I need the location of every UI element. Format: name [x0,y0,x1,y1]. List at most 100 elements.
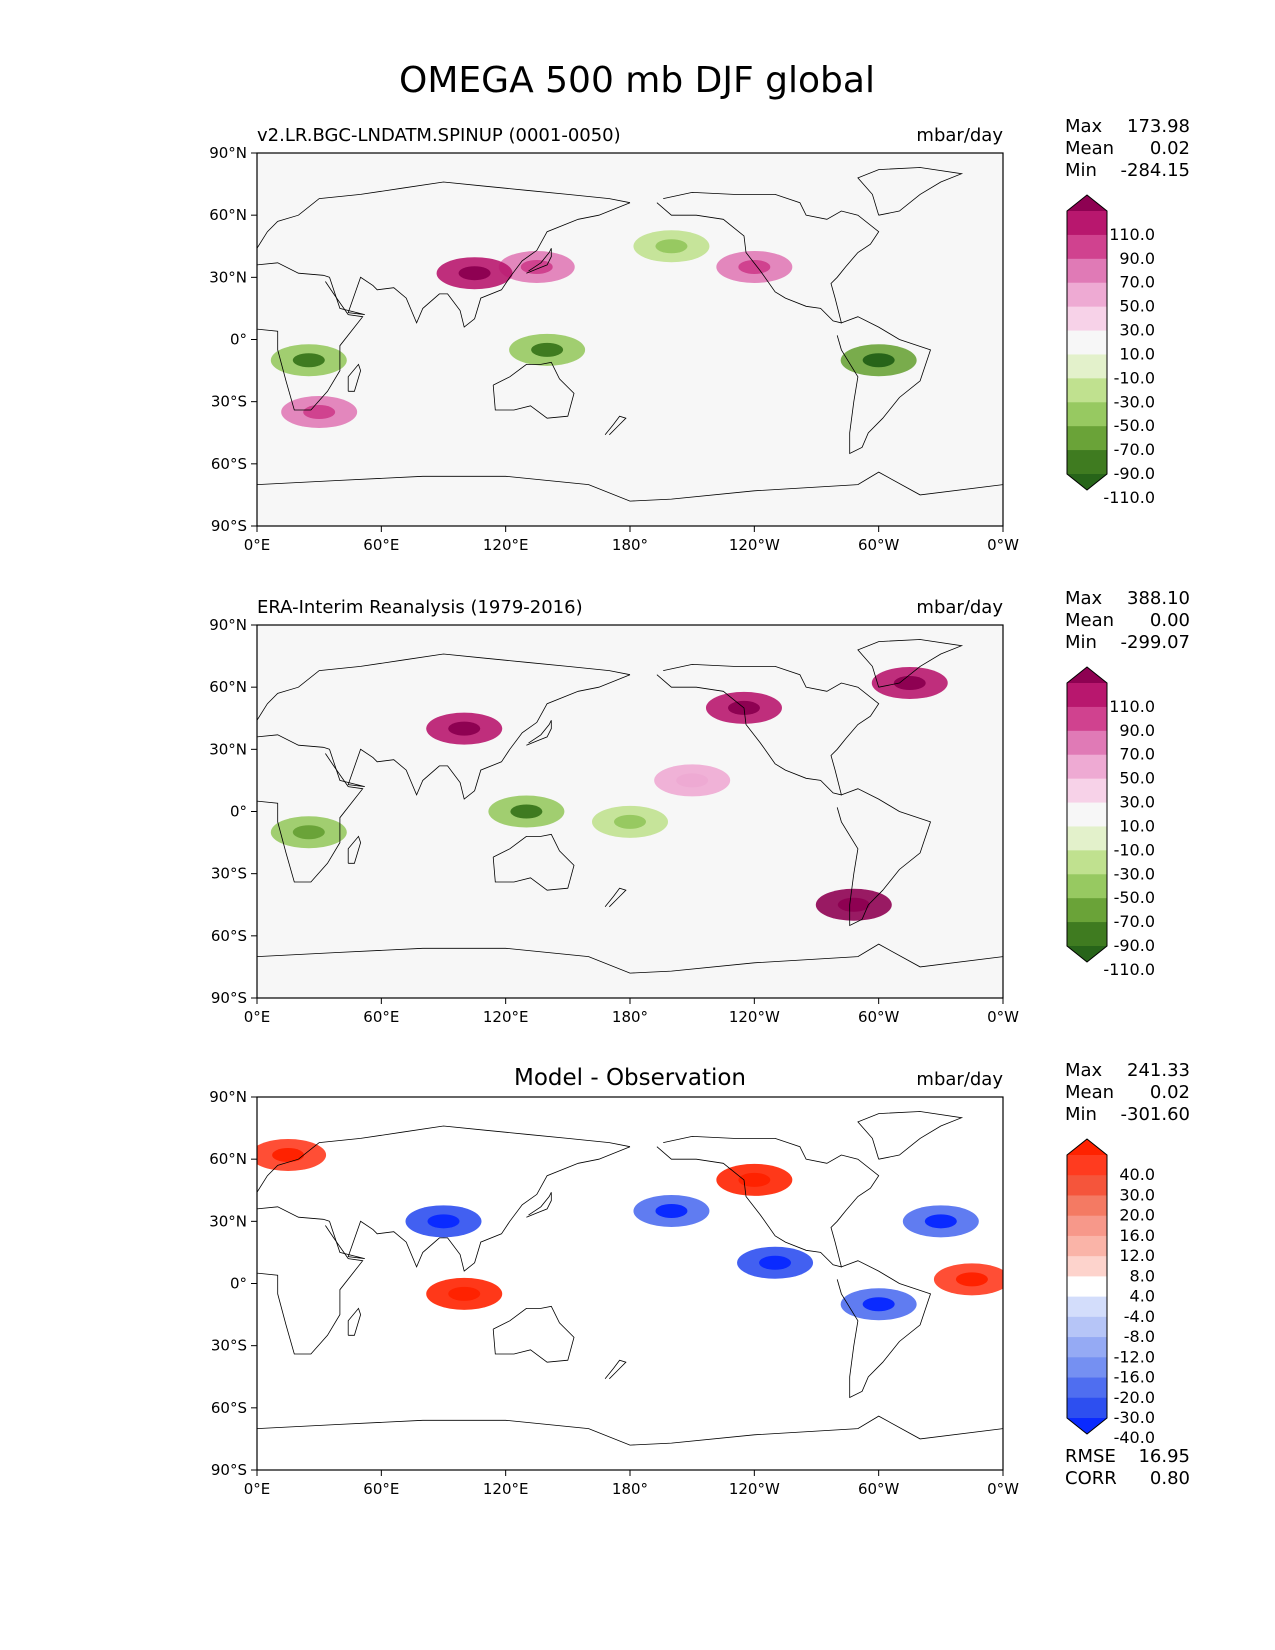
stat-value: 388.10 [1127,588,1190,609]
stat-value: 16.95 [1138,1446,1190,1467]
map-background [257,153,1003,526]
field-feature-core [759,1255,792,1270]
x-tick-label: 120°E [483,1480,529,1498]
colorbar-bin [1067,826,1107,851]
coastline [656,191,880,324]
stat-value: 0.02 [1150,138,1190,159]
y-tick-label: 90°N [209,144,247,162]
colorbar-label: 30.0 [1119,793,1155,812]
colorbar-bin [1067,330,1107,355]
stat-value: -284.15 [1121,160,1190,181]
x-tick-label: 60°E [363,1480,399,1498]
x-tick-label: 180° [612,1008,648,1026]
panel-model: 0°E 60°E 120°E 180° 120°W 60°W 0°W 90°N 60°N 30°N… [209,116,1190,554]
colorbar-bin [1067,1296,1107,1318]
colorbar-bin [1067,1215,1107,1237]
x-tick-label: 0°W [987,1480,1019,1498]
x-tick-label: 120°W [729,536,780,554]
colorbar-extend-max [1067,195,1107,211]
panels: 0°E 60°E 120°E 180° 120°W 60°W 0°W 90°N 60°N 30°N… [209,116,1190,1498]
y-tick-label: 30°S [211,393,247,411]
x-tick-label: 0°E [244,1480,271,1498]
colorbar-label: -4.0 [1124,1307,1155,1326]
colorbar-bin [1067,898,1107,923]
colorbar-bin [1067,426,1107,451]
y-tick-label: 0° [230,803,247,821]
y-tick-label: 60°S [211,455,247,473]
colorbar-bin [1067,1276,1107,1298]
stat-label: Mean [1065,610,1114,631]
stat-label: Max [1065,116,1103,137]
colorbar-extend-min [1067,474,1107,490]
colorbar-bin [1067,1195,1107,1217]
colorbar-bin [1067,402,1107,427]
field-feature-core [893,676,926,691]
field-feature-core [303,405,336,420]
stat-value: 0.00 [1150,610,1190,631]
stat-value: 0.02 [1150,1082,1190,1103]
coastline [492,1305,575,1363]
coastline [257,1125,631,1193]
panel-units: mbar/day [916,125,1003,146]
field-feature-core [738,1172,771,1187]
coastline [857,639,964,688]
colorbar-bin [1067,778,1107,804]
colorbar-label: 50.0 [1119,297,1155,316]
colorbar-outline [1066,194,1108,491]
field-feature-core [448,1286,481,1301]
colorbar-bin [1067,1256,1107,1277]
y-tick-label: 0° [230,331,247,349]
stat-label: RMSE [1065,1446,1116,1467]
colorbar: 110.0 90.0 70.0 50.0 30.0 10.0 -10.0 -30.0 -50.0… [1066,194,1155,507]
colorbar-label: 30.0 [1119,321,1155,340]
y-tick-label: 30°S [211,1337,247,1355]
colorbar-label: -50.0 [1114,416,1155,435]
coastline [257,262,364,411]
colorbar-extend-max [1067,1139,1107,1155]
field-feature-core [531,342,564,357]
coastline [329,202,631,328]
colorbar-label: 90.0 [1119,249,1155,268]
colorbar-bin [1067,754,1107,780]
colorbar: 110.0 90.0 70.0 50.0 30.0 10.0 -10.0 -30.0 -50.0… [1066,666,1155,979]
x-tick-label: 120°E [483,1008,529,1026]
stat-label: Max [1065,1060,1103,1081]
colorbar-label: 16.0 [1119,1226,1155,1245]
field-feature-core [292,825,325,840]
colorbar-label: -30.0 [1114,392,1155,411]
field-feature-core [862,353,895,368]
colorbar-label: -30.0 [1114,864,1155,883]
panel-center-title: Model - Observation [514,1065,746,1091]
colorbar-bin [1067,1357,1107,1379]
coastline [836,316,932,455]
colorbar-label: -30.0 [1114,1408,1155,1427]
coastline [347,835,362,864]
colorbar-bin [1067,211,1107,236]
colorbar-bin [1067,282,1107,308]
x-tick-label: 120°E [483,536,529,554]
coastline [257,1415,1003,1446]
y-tick-label: 30°N [209,1212,247,1230]
colorbar-label: -90.0 [1114,936,1155,955]
field-feature-core [458,266,491,281]
coastline [492,361,575,419]
x-tick-label: 0°E [244,1008,271,1026]
panel-left-title: ERA-Interim Reanalysis (1979-2016) [257,597,583,618]
coastline [604,1359,627,1380]
field-feature-core [655,1203,688,1218]
coastline [257,1206,364,1355]
coastline [836,1260,932,1399]
panel-units: mbar/day [916,1069,1003,1090]
map-background [257,1097,1003,1470]
colorbar-label: -8.0 [1124,1327,1155,1346]
colorbar-bin [1067,234,1107,260]
colorbar-bin [1067,683,1107,708]
stat-label: Min [1065,1104,1097,1125]
field-feature-core [738,259,771,274]
stat-value: -299.07 [1121,632,1190,653]
colorbar-label: -12.0 [1114,1347,1155,1366]
colorbar-label: 110.0 [1109,697,1155,716]
colorbar-bin [1067,874,1107,899]
stat-label: Min [1065,160,1097,181]
field-feature-core [272,1148,305,1163]
